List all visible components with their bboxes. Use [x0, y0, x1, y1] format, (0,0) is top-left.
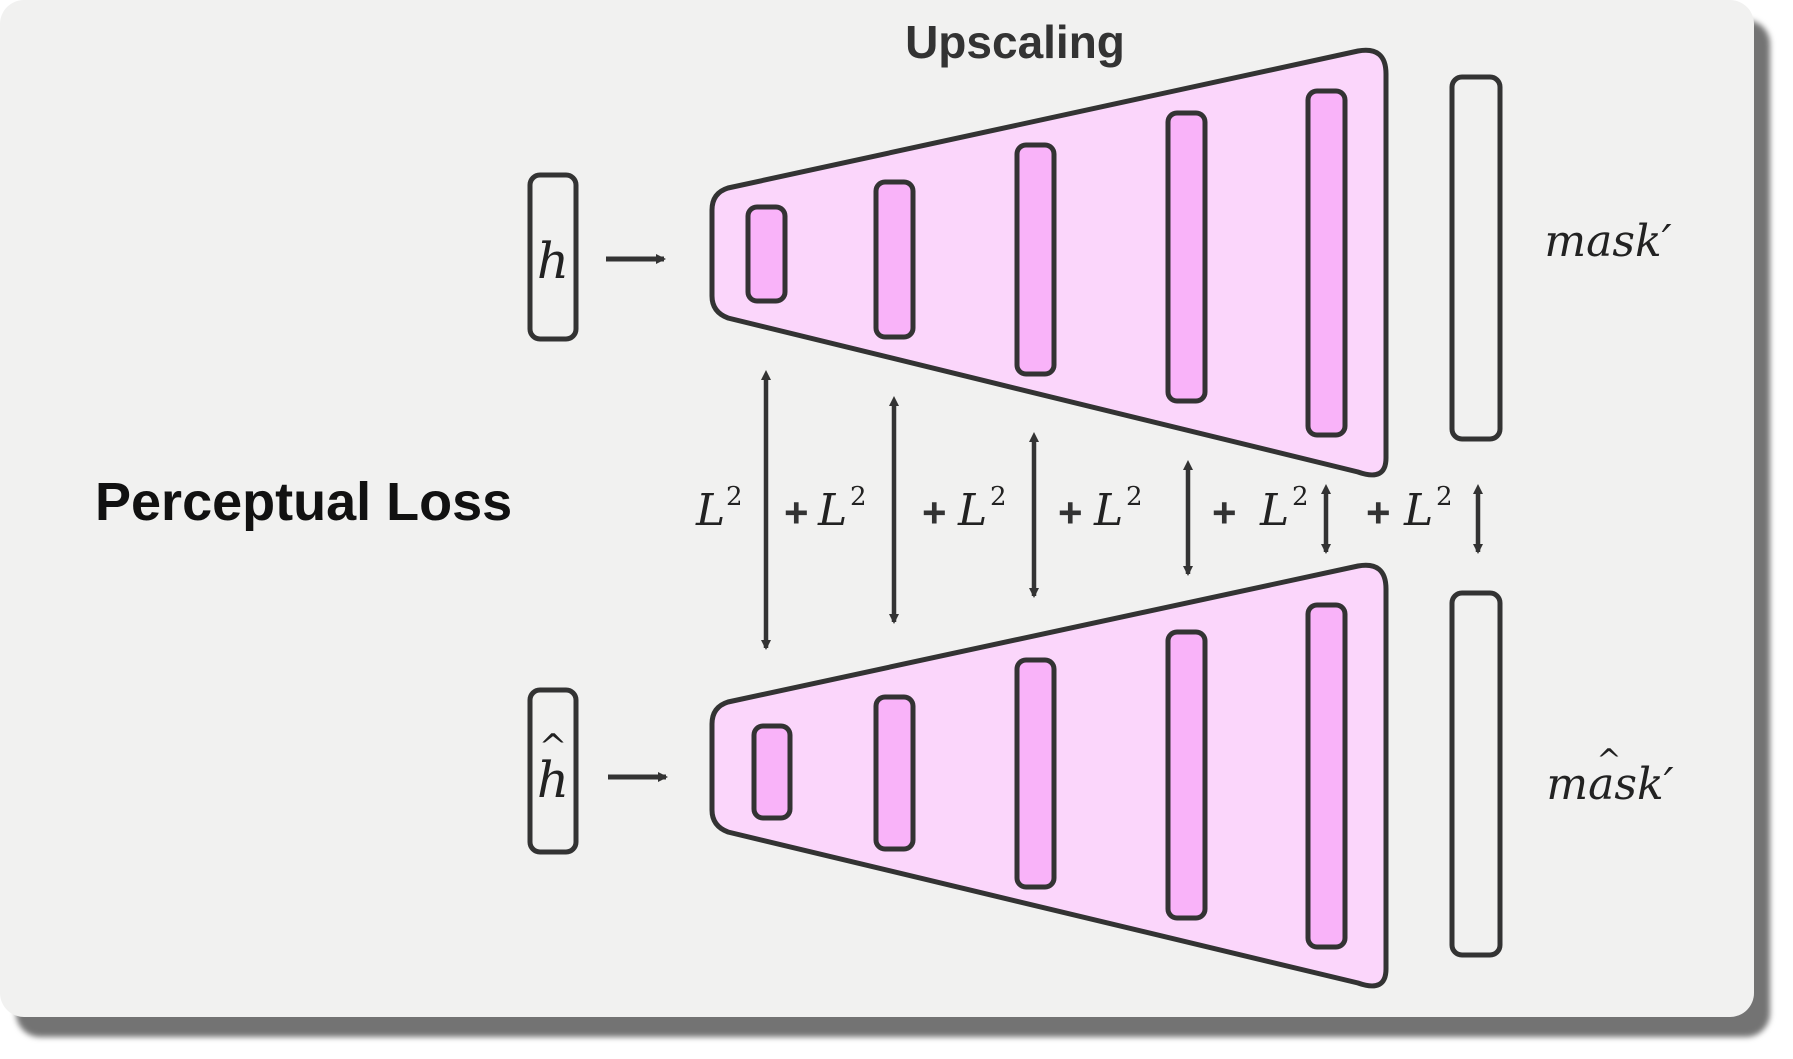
perceptual-loss-label: Perceptual Loss [95, 472, 512, 532]
loss-term-3-plus: + [922, 489, 947, 536]
decoder-layer-2-bottom [873, 694, 916, 852]
loss-term-2-base: L [817, 485, 847, 536]
output-mask-label-top: mask′ [1544, 216, 1671, 267]
loss-term-5-base: L [1259, 485, 1289, 536]
decoder-layer-3 [1014, 142, 1057, 377]
diagram-title: Upscaling [905, 16, 1125, 68]
decoder-layer-1 [745, 204, 788, 304]
loss-term-6-base: L [1403, 485, 1433, 536]
input-h-label: h [537, 232, 569, 290]
decoder-layer-2 [873, 179, 916, 340]
input-hat-accent: ^ [539, 727, 568, 767]
output-mask-label-bottom: mask′ [1546, 759, 1673, 810]
decoder-layer-4-bottom [1165, 629, 1208, 921]
loss-term-4-exp: 2 [1126, 482, 1143, 512]
loss-term-2-plus: + [784, 489, 809, 536]
loss-term-6-exp: 2 [1436, 482, 1453, 512]
output-mask-box-bottom [1449, 590, 1503, 958]
decoder-layer-5 [1305, 88, 1348, 438]
output-hat-accent: ^ [1596, 743, 1621, 778]
input-h-hat-label: h [537, 751, 569, 809]
top-network: h mask′ [527, 47, 1672, 478]
loss-equation: L 2 + L 2 + L 2 + L 2 + L 2 + L 2 [695, 482, 1453, 536]
input-box-h [527, 172, 579, 342]
decoder-layer-4 [1165, 110, 1208, 404]
loss-term-4-base: L [1093, 485, 1123, 536]
loss-arrows [761, 370, 1483, 650]
loss-term-1-base: L [695, 485, 725, 536]
loss-term-3-exp: 2 [990, 482, 1007, 512]
loss-term-1-exp: 2 [726, 482, 743, 512]
input-box-h-hat [527, 687, 579, 855]
loss-term-4-plus: + [1058, 489, 1083, 536]
loss-term-6-plus: + [1366, 489, 1391, 536]
loss-term-3-base: L [957, 485, 987, 536]
bottom-network: h ^ mask′ ^ [527, 562, 1674, 989]
loss-term-5-plus: + [1212, 489, 1237, 536]
output-mask-box-top [1449, 74, 1503, 442]
decoder-layer-3-bottom [1014, 657, 1057, 890]
loss-term-2-exp: 2 [850, 482, 867, 512]
decoder-layer-5-bottom [1305, 602, 1348, 950]
loss-term-5-exp: 2 [1292, 482, 1309, 512]
decoder-layer-1-bottom [751, 723, 793, 821]
